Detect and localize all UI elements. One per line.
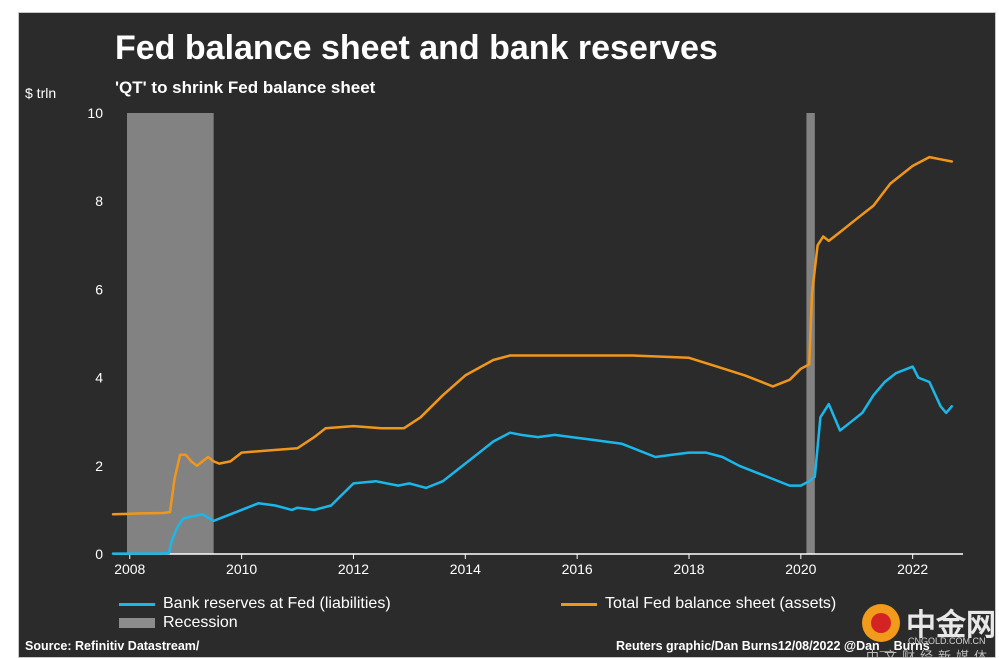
chart-subtitle: 'QT' to shrink Fed balance sheet xyxy=(115,78,376,97)
y-tick-label-0: 0 xyxy=(95,546,103,562)
y-tick-label-10: 10 xyxy=(87,105,103,121)
x-tick-label-2010: 2010 xyxy=(226,561,257,577)
series-line-total xyxy=(111,155,954,516)
y-tick-label-2: 2 xyxy=(95,458,103,474)
source-note: Source: Refinitiv Datastream/ xyxy=(25,639,200,653)
series-line-reserves xyxy=(111,365,954,555)
legend-item-reserves: Bank reserves at Fed (liabilities) xyxy=(119,595,391,613)
legend-swatch-reserves xyxy=(119,602,155,606)
watermark-name: 中金网 xyxy=(906,609,996,642)
x-tick-label-2020: 2020 xyxy=(785,561,816,577)
x-tick-label-2008: 2008 xyxy=(114,561,145,577)
y-tick-label-6: 6 xyxy=(95,281,103,297)
chart-plot: 0 2 4 6 8 10 2008 2010 2012 2014 2016 2018 2020 2022 xyxy=(87,105,963,577)
chart-title: Fed balance sheet and bank reserves xyxy=(115,29,718,67)
x-tick-label-2022: 2022 xyxy=(897,561,928,577)
legend-label-total: Total Fed balance sheet (assets) xyxy=(605,595,837,612)
legend-item-total: Total Fed balance sheet (assets) xyxy=(561,595,836,613)
legend-label-reserves: Bank reserves at Fed (liabilities) xyxy=(163,595,391,612)
legend-swatch-total xyxy=(561,602,597,606)
y-axis-unit-label: $ trln xyxy=(25,85,57,101)
legend-item-recession: Recession xyxy=(119,614,238,632)
credit-note: Reuters graphic/Dan Burns12/08/2022 @Dan… xyxy=(616,639,930,653)
legend-swatch-recession xyxy=(119,618,155,628)
watermark: 中金网 CNGOLD.COM.CN 中文财经新媒体 xyxy=(862,600,995,657)
watermark-url: CNGOLD.COM.CN xyxy=(908,636,986,646)
watermark-logo-icon xyxy=(862,604,900,642)
recession-band-0 xyxy=(126,113,214,554)
watermark-tagline: 中文财经新媒体 xyxy=(866,649,993,658)
x-tick-label-2016: 2016 xyxy=(562,561,593,577)
x-tick-label-2018: 2018 xyxy=(673,561,704,577)
y-tick-label-8: 8 xyxy=(95,193,103,209)
x-tick-label-2012: 2012 xyxy=(338,561,369,577)
chart-panel: Fed balance sheet and bank reserves 'QT'… xyxy=(18,12,996,658)
legend-label-recession: Recession xyxy=(163,614,238,631)
x-tick-label-2014: 2014 xyxy=(450,561,481,577)
y-tick-label-4: 4 xyxy=(95,370,103,386)
